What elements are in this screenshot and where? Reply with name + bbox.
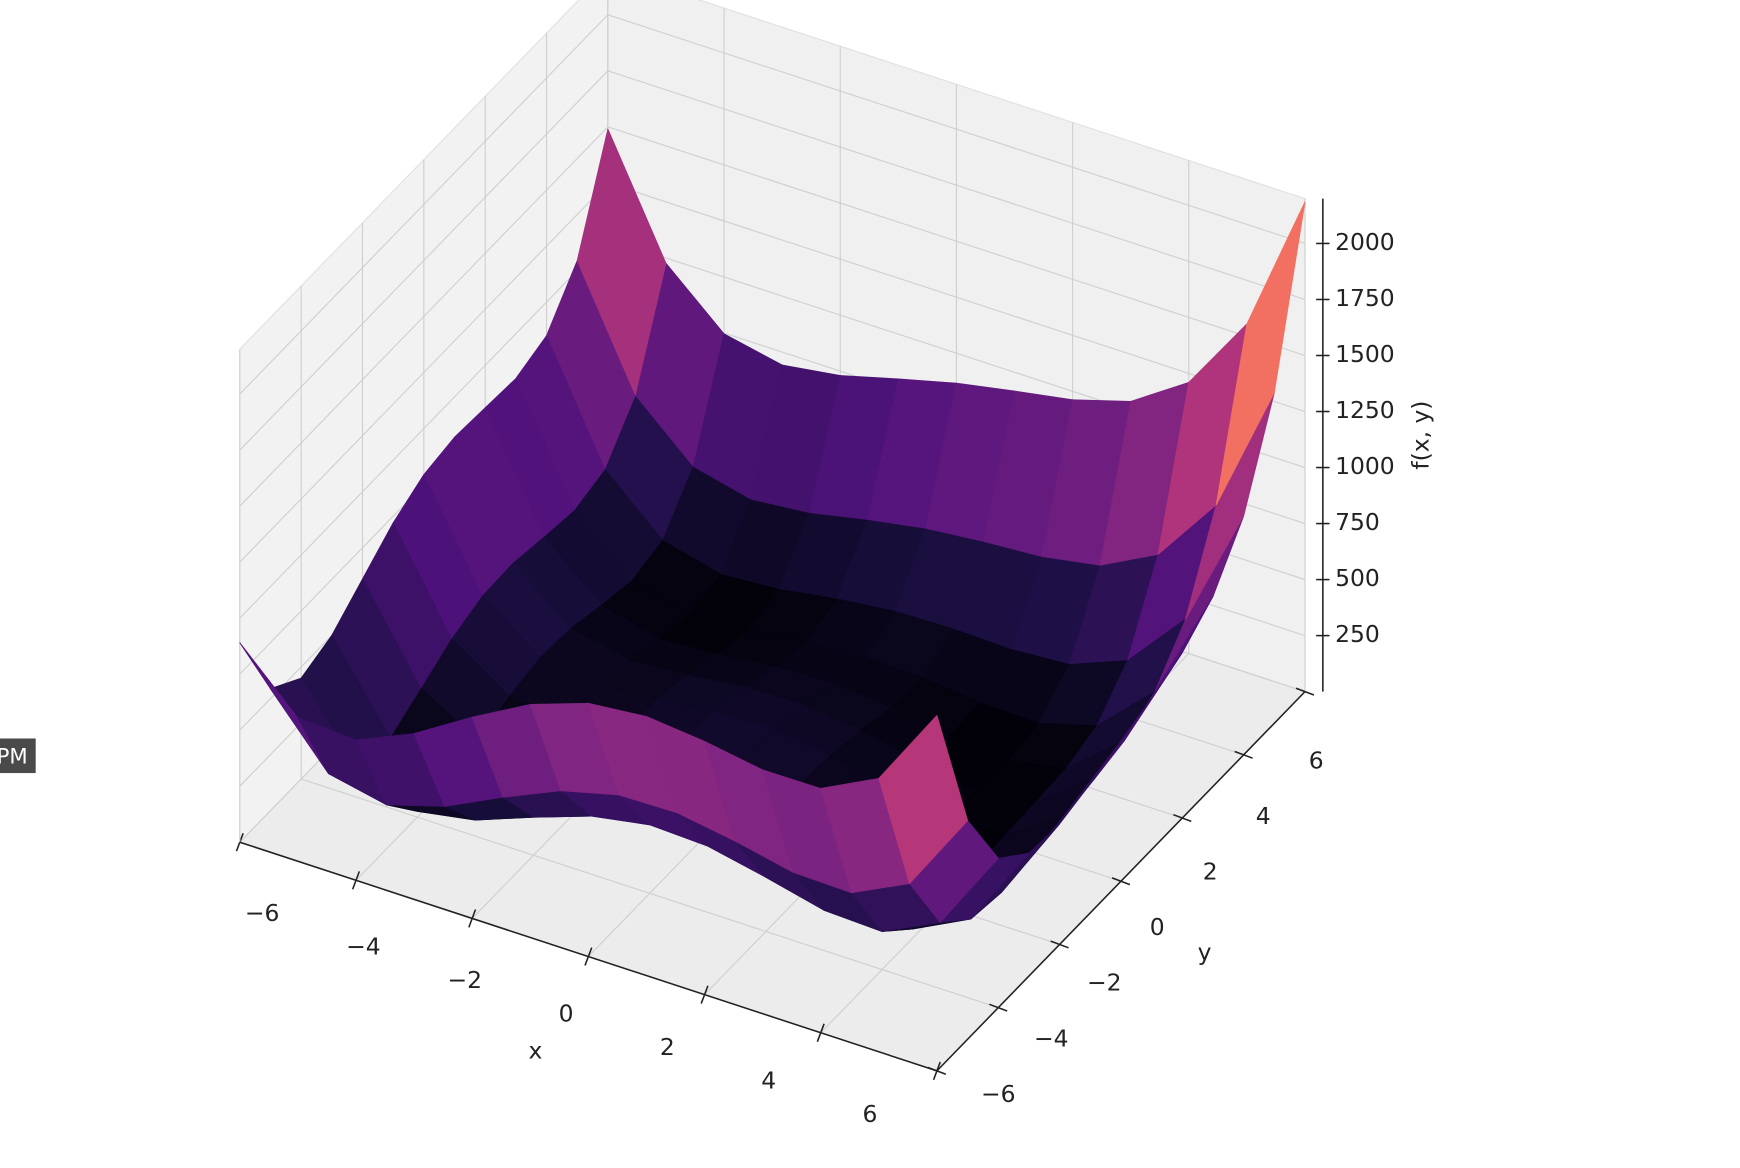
y-tick-label: 2 <box>1203 858 1218 886</box>
z-tick-label: 500 <box>1335 564 1380 592</box>
y-tick-label: 6 <box>1309 746 1324 774</box>
z-tick-label: 1750 <box>1335 284 1395 312</box>
grid-line <box>239 126 609 507</box>
x-tick-label: −4 <box>346 933 381 961</box>
x-tick-label: 2 <box>660 1033 675 1061</box>
tooltip-box <box>0 738 36 774</box>
y-tick-label: 0 <box>1150 913 1165 941</box>
x-tick-label: −2 <box>447 966 482 994</box>
z-tick-label: 2000 <box>1335 228 1395 256</box>
z-tick-label: 750 <box>1335 508 1380 536</box>
x-tick-label: 6 <box>863 1100 878 1128</box>
z-tick-label: 250 <box>1335 620 1380 648</box>
tooltip-text: PM <box>0 743 28 768</box>
z-tick-label: 1000 <box>1335 452 1395 480</box>
y-tick-label: −4 <box>1034 1024 1069 1052</box>
grid-line <box>300 778 999 1009</box>
surface-patch <box>1215 201 1306 506</box>
surface-patch <box>576 128 667 396</box>
y-tick-label: −6 <box>981 1080 1016 1108</box>
grid-line <box>239 182 609 563</box>
z-tick-label: 1500 <box>1335 340 1395 368</box>
surface-patch <box>878 715 969 884</box>
grid-line <box>607 70 1306 301</box>
z-axis-label: f(x, y) <box>1407 401 1435 470</box>
y-axis-label: y <box>1198 938 1212 966</box>
x-tick-label: −6 <box>245 899 280 927</box>
surface <box>239 128 1306 932</box>
grid-line <box>607 14 1306 244</box>
grid-line <box>239 238 609 619</box>
z-tick-label: 1250 <box>1335 396 1395 424</box>
x-axis-label: x <box>528 1036 542 1064</box>
y-tick-label: −2 <box>1087 969 1122 997</box>
grid-line <box>239 14 609 395</box>
x-tick-label: 4 <box>761 1067 776 1095</box>
x-tick-label: 0 <box>559 1000 574 1028</box>
tooltip: PM <box>0 738 36 774</box>
grid-line <box>239 70 609 451</box>
x-axis <box>239 841 938 1072</box>
y-axis <box>936 691 1306 1072</box>
y-tick-label: 4 <box>1256 802 1271 830</box>
grid-line <box>607 182 1306 413</box>
grid-line <box>607 126 1306 357</box>
